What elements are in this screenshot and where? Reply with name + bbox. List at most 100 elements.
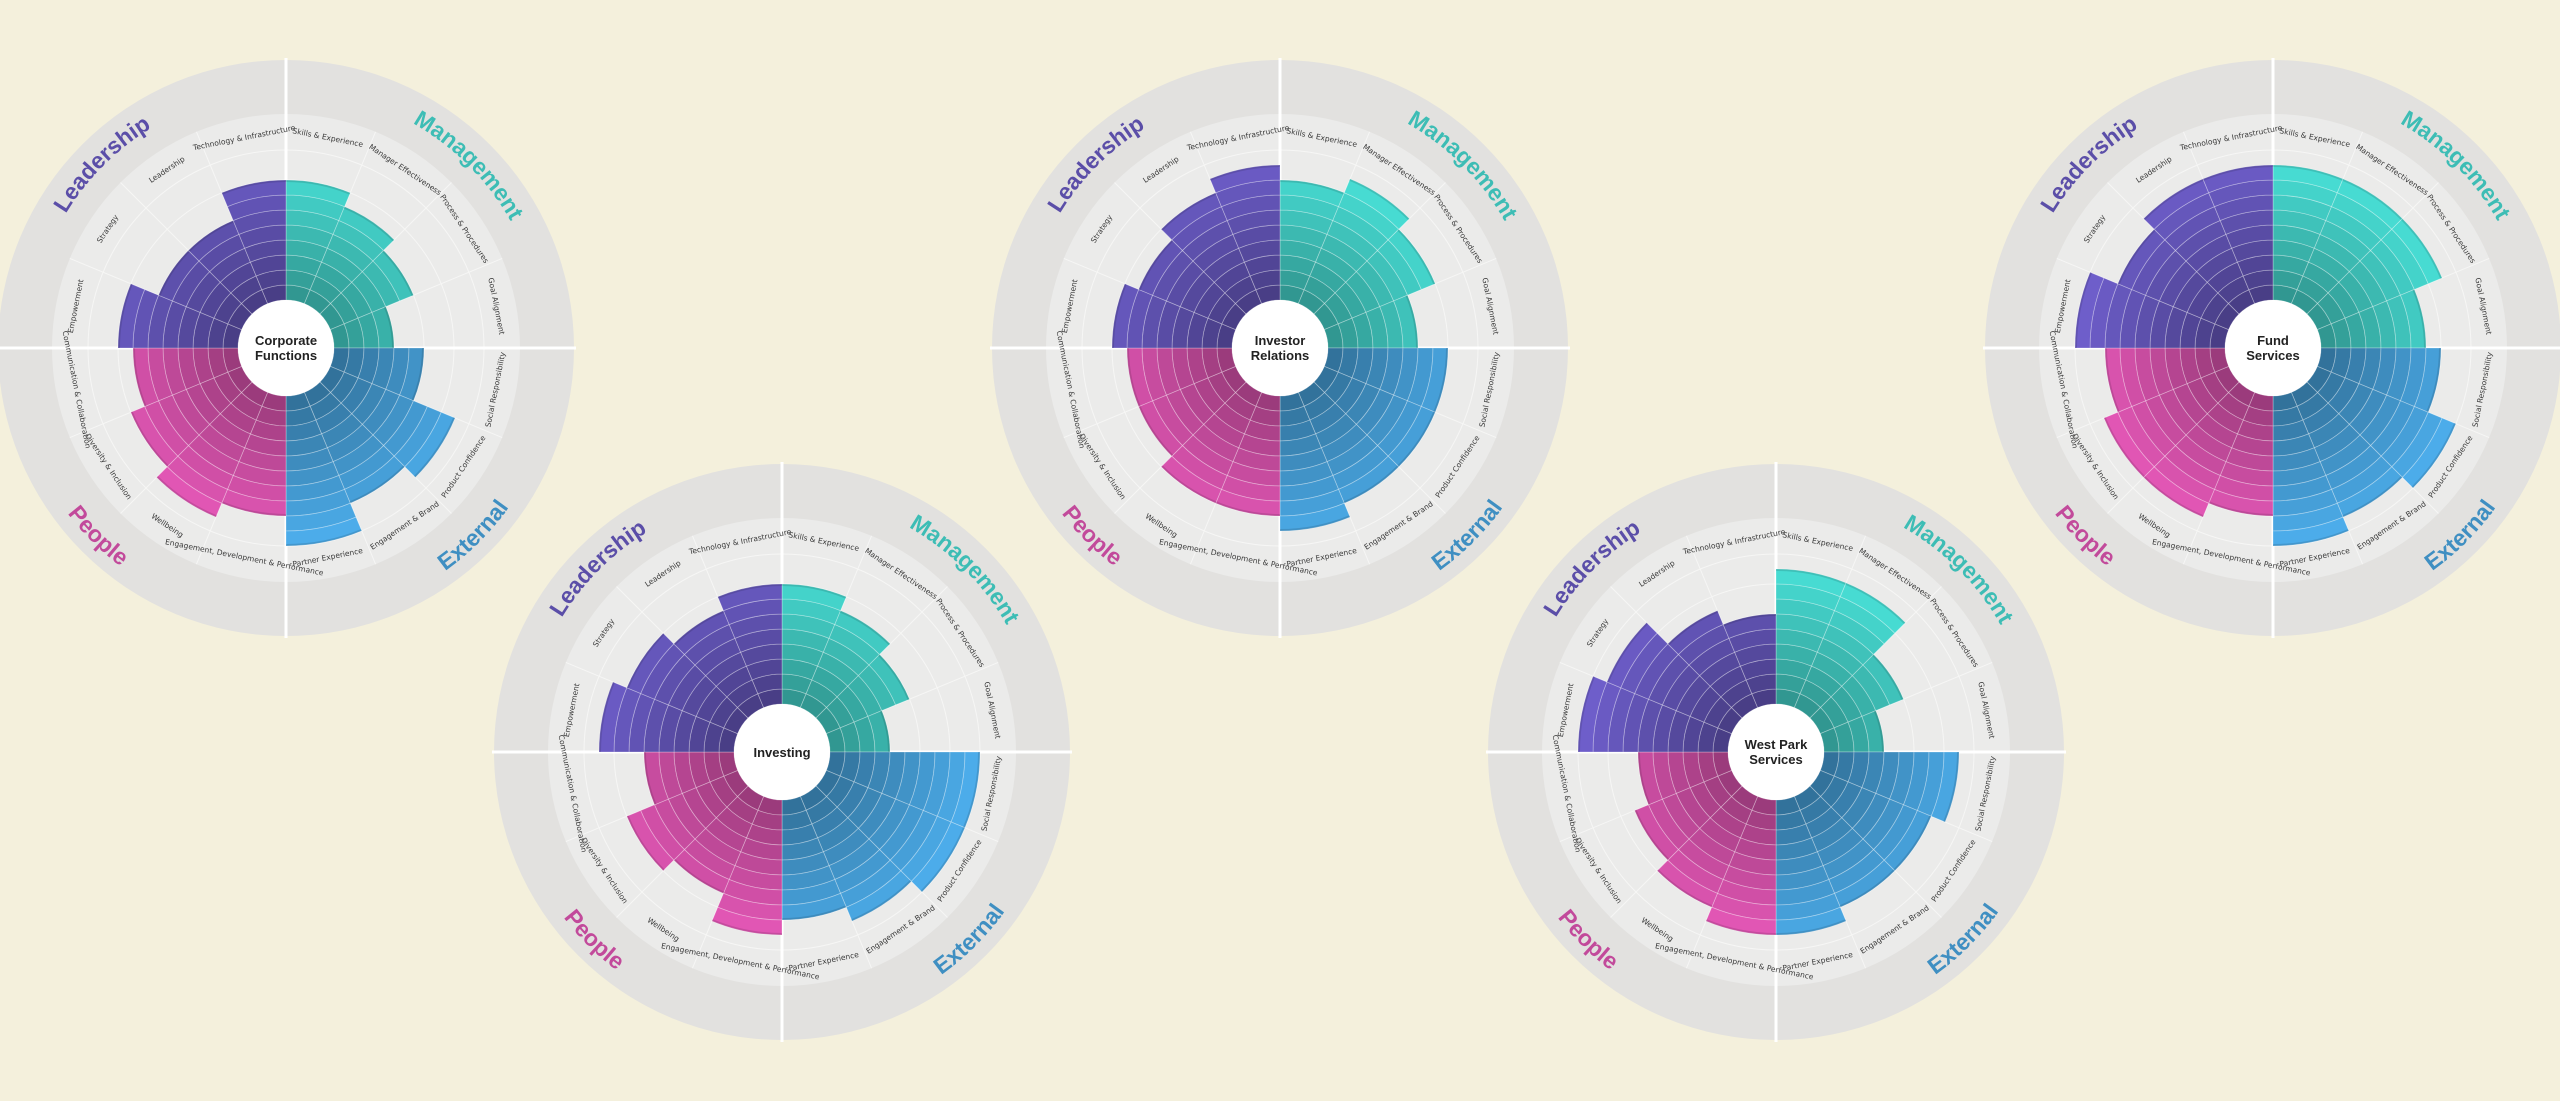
bar-cap — [1280, 515, 1351, 531]
bar-segment — [840, 859, 902, 908]
bar-segment — [734, 628, 783, 653]
bar-cap — [1343, 465, 1399, 504]
bar-segment — [2380, 228, 2429, 290]
bar-segment — [1181, 434, 1234, 477]
bar-goal-alignment — [1323, 294, 1419, 349]
bar-segment — [326, 423, 374, 463]
center-hole — [1232, 300, 1328, 396]
bar-cap — [349, 465, 405, 504]
bar-cap — [133, 348, 147, 407]
bar-segment — [845, 870, 912, 922]
bar-partner-experience — [1775, 795, 1847, 936]
bar-cap — [920, 827, 965, 893]
bar-segment — [1215, 179, 1281, 208]
bar-segment — [817, 651, 859, 687]
bar-segment — [1656, 859, 1718, 908]
bar-cap — [673, 610, 725, 646]
bar-segment — [1192, 233, 1240, 273]
bar-skills-experience — [285, 179, 351, 305]
bar-segment — [1238, 239, 1281, 263]
bar-cap — [1634, 809, 1670, 861]
bar-social-responsibility — [329, 347, 425, 402]
bar-cap — [2342, 475, 2403, 518]
bar-segment — [2331, 455, 2393, 504]
bar-segment — [681, 787, 717, 829]
bar-skills-experience — [2272, 164, 2344, 305]
bar-segment — [351, 271, 387, 313]
bar-engagement-brand — [1793, 785, 1896, 908]
bar-cap — [221, 180, 286, 195]
bar-wellbeing — [156, 381, 269, 518]
bar-segment — [1775, 673, 1807, 695]
bar-cap — [1112, 283, 1127, 348]
bar-cap — [878, 654, 910, 700]
bar-cap — [1872, 654, 1904, 700]
bar-segment — [626, 810, 675, 872]
bar-product-confidence — [1809, 769, 1932, 872]
bar-cap — [1776, 919, 1847, 935]
bar-strategy — [157, 249, 253, 331]
bar-cap — [2208, 501, 2273, 516]
bar-segment — [2219, 209, 2274, 235]
bar-segment — [1315, 413, 1357, 449]
bar-segment — [1387, 228, 1436, 290]
bar-cap — [1839, 869, 1895, 908]
bar-segment — [285, 179, 351, 208]
bar-segment — [221, 179, 287, 208]
bar-cap — [118, 283, 133, 348]
bar-segment — [2272, 269, 2304, 291]
bar-product-confidence — [1313, 365, 1436, 468]
bar-cap — [626, 815, 665, 871]
bar-segment — [2272, 254, 2310, 277]
bar-diversity-inclusion — [2103, 365, 2240, 478]
bar-strategy — [626, 632, 749, 735]
bar-cap — [1657, 869, 1713, 908]
bar-segment — [1834, 596, 1896, 645]
bar-segment — [822, 827, 870, 867]
bar-segment — [1745, 673, 1777, 695]
bar-segment — [2330, 347, 2352, 379]
bar-segment — [853, 751, 876, 789]
bar-process-procedures — [1809, 653, 1905, 735]
bar-segment — [1309, 261, 1347, 294]
bar-segment — [2242, 269, 2274, 291]
bar-segment — [2308, 413, 2350, 449]
bar-segment — [2338, 271, 2374, 313]
bar-segment — [1343, 178, 1410, 230]
bar-segment — [1279, 269, 1311, 291]
bar-cap — [2075, 272, 2092, 348]
bar-segment — [1355, 260, 1395, 308]
bar-segment — [1745, 809, 1777, 831]
bar-segment — [207, 317, 229, 349]
bar-goal-alignment — [2316, 288, 2427, 349]
bar-segment — [2194, 317, 2216, 349]
bar-segment — [230, 391, 263, 421]
bar-segment — [2401, 417, 2457, 489]
bar-social-responsibility — [825, 751, 981, 829]
bar-segment — [688, 715, 711, 753]
bar-segment — [2185, 233, 2233, 273]
bar-social-responsibility — [1323, 347, 1449, 413]
bar-segment — [1337, 347, 1359, 379]
bar-segment — [1811, 651, 1853, 687]
bar-segment — [321, 247, 363, 283]
bar-cap — [717, 584, 782, 599]
bar-cap — [2117, 229, 2156, 285]
bar-segment — [847, 675, 883, 717]
bar-communication-collaboration — [132, 347, 243, 408]
bar-cap — [879, 710, 890, 752]
bar-segment — [2202, 164, 2274, 194]
bar-segment — [249, 254, 287, 277]
bar-leadership — [1667, 610, 1759, 719]
bar-segment — [321, 413, 363, 449]
bar-segment — [1682, 715, 1705, 753]
bar-cap — [1397, 411, 1436, 467]
bar-segment — [285, 269, 317, 291]
bar-segment — [315, 261, 353, 294]
bar-cap — [156, 475, 217, 518]
bar-cap — [158, 250, 190, 296]
bar-segment — [117, 283, 146, 349]
bar-process-procedures — [815, 653, 911, 735]
bar-segment — [171, 388, 211, 436]
